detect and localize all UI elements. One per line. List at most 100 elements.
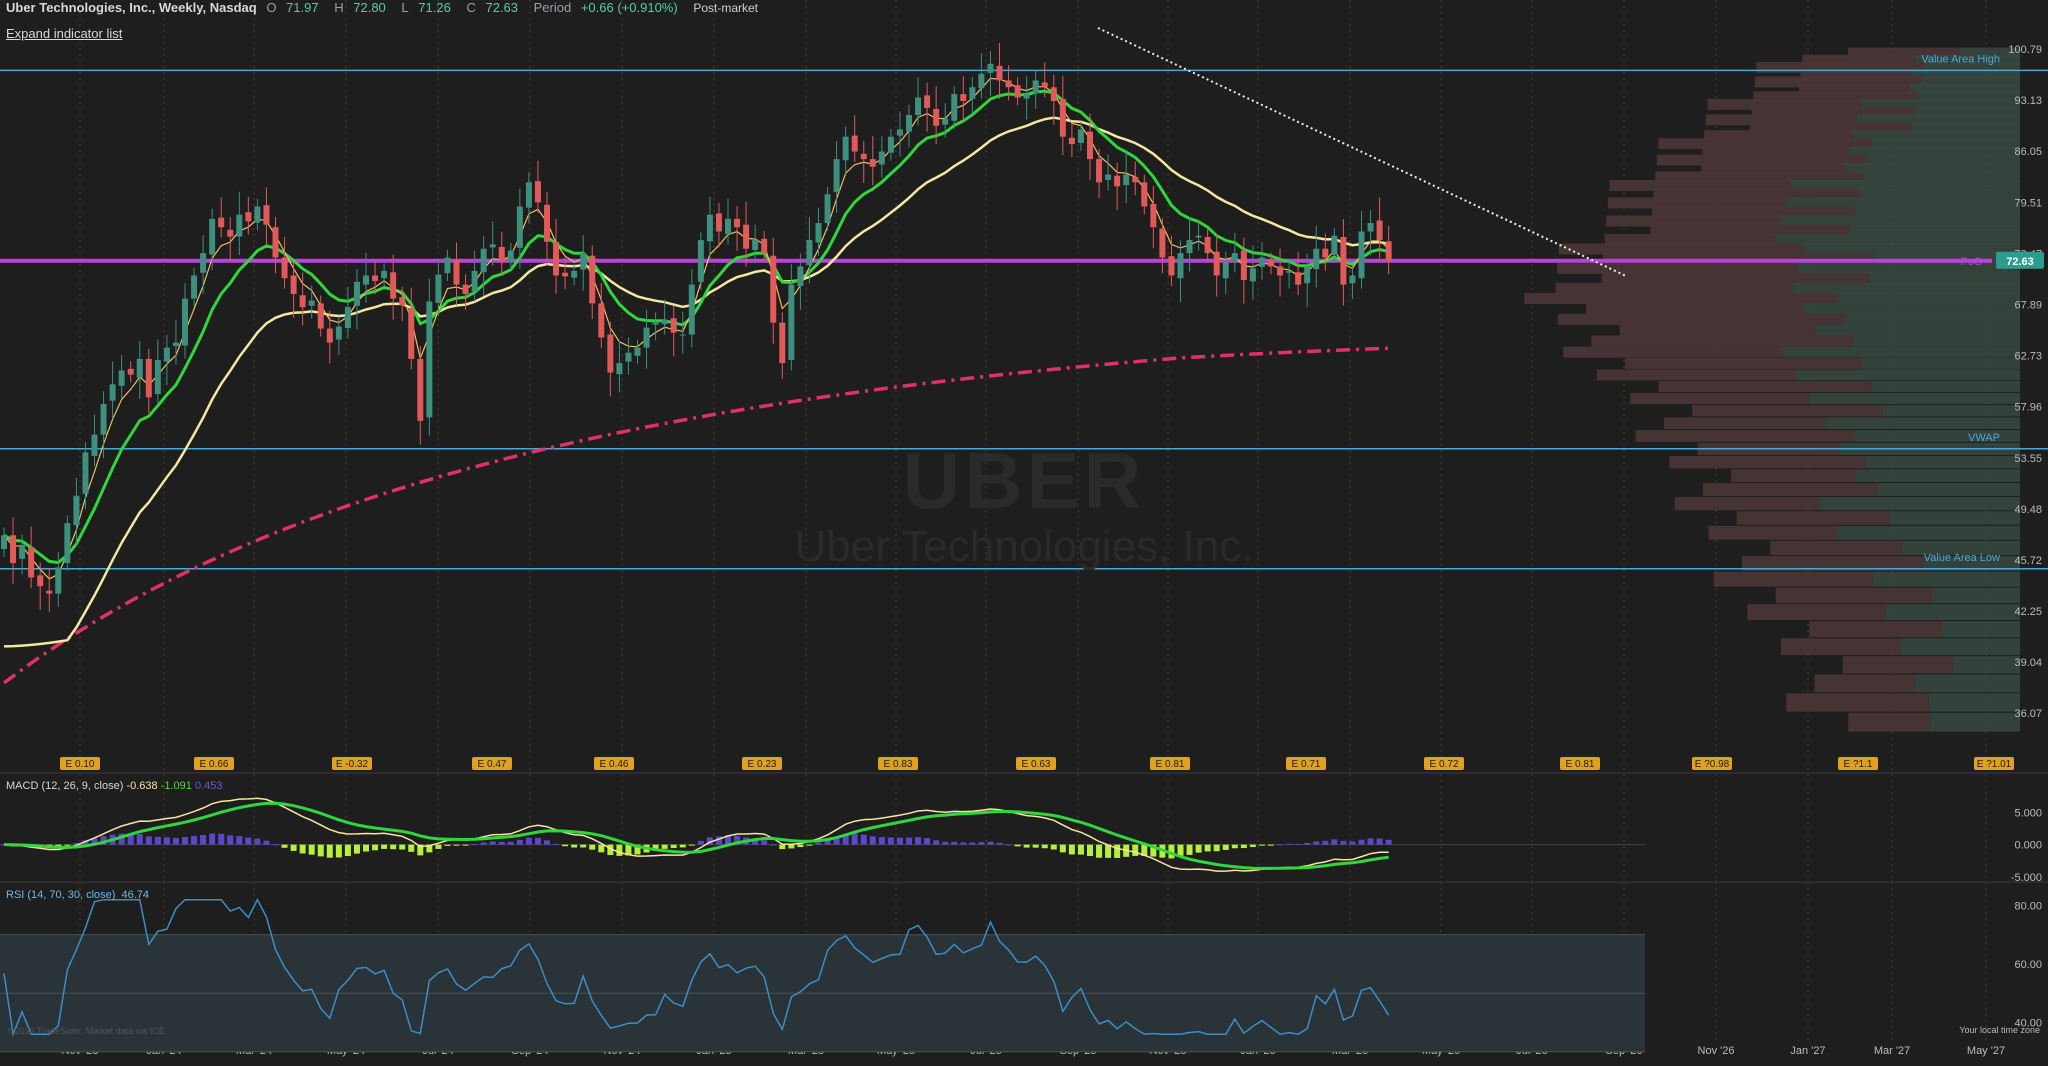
macd-histogram-bar — [553, 843, 560, 845]
candle-body — [779, 322, 786, 364]
candle-body — [1105, 174, 1112, 180]
volume-profile-bar — [1558, 243, 1804, 255]
macd-histogram-bar — [1150, 844, 1157, 857]
macd-title: MACD (12, 26, 9, close) — [6, 780, 124, 792]
volume-profile-bar — [1786, 693, 1929, 712]
volume-profile-bar — [1915, 54, 2020, 66]
candle-body — [1150, 203, 1157, 228]
macd-histogram-bar — [706, 837, 713, 845]
price-tick-label: 86.05 — [2014, 146, 2042, 158]
candle-body — [987, 63, 994, 73]
macd-legend[interactable]: MACD (12, 26, 9, close) -0.638 -1.091 0.… — [6, 780, 223, 792]
candle-body — [408, 308, 415, 359]
volume-profile-bar — [1704, 130, 1853, 142]
macd-histogram-bar — [933, 840, 940, 845]
earnings-marker-label: E ?1.1 — [1844, 759, 1873, 770]
volume-profile-bar — [1750, 122, 1912, 134]
macd-histogram-bar — [1249, 844, 1256, 847]
candle-body — [553, 241, 560, 276]
macd-histogram-bar — [978, 842, 985, 845]
candle-body — [896, 129, 903, 136]
candle-body — [1340, 237, 1347, 285]
candle-body — [996, 65, 1003, 81]
macd-histogram-bar — [236, 836, 243, 845]
macd-histogram-bar — [1331, 839, 1338, 845]
candle-body — [725, 218, 731, 235]
rsi-legend[interactable]: RSI (14, 70, 30, close) 46.74 — [6, 889, 149, 901]
level-label: Value Area Low — [1924, 552, 2000, 564]
volume-profile-bar — [1800, 69, 1913, 81]
macd-histogram-bar — [1286, 843, 1293, 845]
macd-histogram-bar — [1222, 844, 1229, 850]
candle-body — [1322, 248, 1329, 258]
candle-body — [1132, 176, 1139, 183]
price-tick-label: 57.96 — [2014, 402, 2042, 414]
rsi-tick-label: 80.00 — [2014, 901, 2042, 913]
macd-histogram-bar — [607, 844, 614, 856]
x-tick-label: Nov '26 — [1698, 1045, 1735, 1057]
volume-profile-bar — [1803, 303, 2020, 315]
volume-profile-bar — [1809, 392, 2020, 405]
earnings-marker-label: E 0.47 — [478, 759, 507, 770]
volume-profile-bar — [1942, 621, 2020, 638]
macd-histogram-bar — [544, 840, 550, 845]
volume-profile-bar — [1848, 146, 2020, 158]
macd-value: -0.638 — [126, 780, 158, 792]
macd-histogram-bar — [408, 844, 415, 852]
macd-histogram-bar — [272, 844, 279, 846]
earnings-marker-label: E 0.83 — [884, 759, 913, 770]
candle-body — [1023, 94, 1030, 99]
volume-profile-bar — [1952, 656, 2020, 674]
volume-profile-bar — [1849, 224, 2020, 236]
candle-body — [688, 284, 695, 335]
candle-body — [1295, 272, 1302, 285]
earnings-marker — [1424, 757, 1464, 770]
candle-body — [335, 326, 342, 340]
price-tick-label: 36.07 — [2014, 708, 2042, 720]
volume-profile-bar — [1658, 138, 1872, 150]
candle-body — [815, 223, 822, 243]
volume-profile-bar — [1912, 122, 2020, 134]
volume-profile-bar — [1674, 496, 1820, 511]
candle-body — [1177, 253, 1184, 279]
macd-tick-label: 0.000 — [2014, 840, 2042, 852]
volume-profile-bar — [1862, 357, 2020, 369]
macd-histogram-bar — [1114, 844, 1121, 858]
volume-profile-bar — [1848, 47, 1960, 59]
candle-body — [480, 248, 487, 273]
volume-profile-bar — [1591, 335, 1853, 347]
candle-body — [308, 300, 315, 306]
x-tick-label: Jan '27 — [1790, 1045, 1825, 1057]
earnings-marker-label: E 0.46 — [600, 759, 629, 770]
macd-histogram-bar — [1385, 839, 1392, 845]
candle-body — [1059, 98, 1066, 137]
low-value: 71.26 — [418, 0, 451, 15]
earnings-marker-label: E 0.71 — [1292, 759, 1321, 770]
candle-body — [634, 347, 641, 356]
volume-profile-bar — [1842, 656, 1953, 674]
volume-profile-bar — [1921, 76, 2020, 88]
candle-body — [1313, 248, 1320, 270]
price-tick-label: 39.04 — [2014, 657, 2042, 669]
volume-profile-bar — [1858, 188, 2020, 200]
earnings-marker — [60, 757, 100, 770]
macd-histogram-bar — [344, 844, 351, 857]
macd-histogram-bar — [516, 839, 523, 845]
period-change: +0.66 (+0.910%) — [580, 0, 678, 15]
macd-histogram-bar — [1313, 841, 1320, 845]
earnings-marker — [1838, 757, 1878, 770]
candle-body — [218, 217, 225, 228]
timezone-label[interactable]: Your local time zone — [1959, 1025, 2040, 1035]
volume-profile-bar — [1775, 587, 1933, 604]
expand-indicator-list-link[interactable]: Expand indicator list — [6, 26, 123, 41]
macd-histogram-bar — [562, 844, 569, 847]
macd-hist-value: 0.453 — [194, 780, 223, 792]
volume-profile-bar — [1705, 114, 1857, 126]
volume-profile-bar — [1524, 292, 1837, 304]
macd-tick-label: 5.000 — [2014, 808, 2042, 820]
volume-profile-bar — [1609, 179, 1791, 191]
candle-body — [625, 352, 632, 362]
macd-histogram-bar — [299, 844, 306, 854]
candle-body — [1358, 231, 1365, 279]
